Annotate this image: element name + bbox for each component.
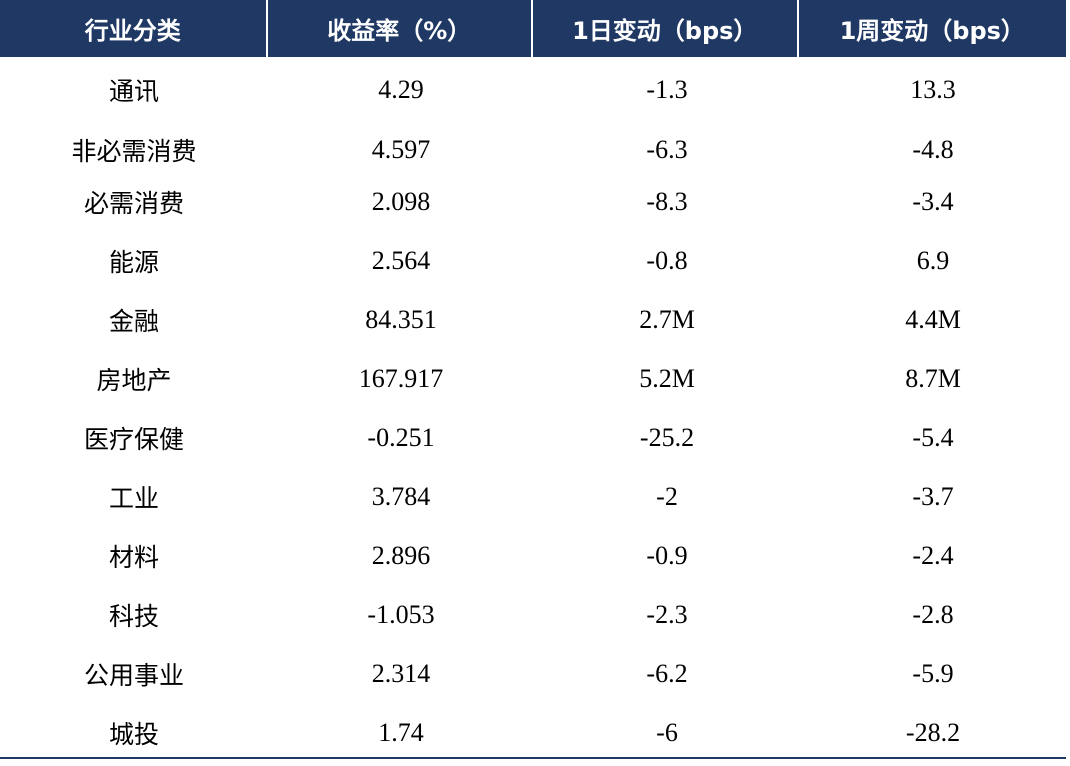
cell-week-change: 6.9 <box>916 246 950 275</box>
cell-day-change: -25.2 <box>639 423 695 452</box>
cell-industry: 金融 <box>108 307 159 336</box>
cell-industry: 必需消费 <box>83 189 184 218</box>
cell-industry: 工业 <box>108 484 159 513</box>
cell-week-change: -4.8 <box>912 134 954 164</box>
table-row: 公用事业 2.314 -6.2 -5.9 <box>0 648 1066 700</box>
table-row: 科技 -1.053 -2.3 -2.8 <box>0 582 1066 648</box>
table-row: 房地产 167.917 5.2M 8.7M <box>0 346 1066 412</box>
cell-yield: 2.314 <box>371 659 431 688</box>
cell-day-change: 5.2M <box>639 364 695 393</box>
cell-yield: 4.29 <box>378 75 424 104</box>
table-row: 医疗保健 -0.251 -25.2 -5.4 <box>0 412 1066 464</box>
cell-week-change: -3.7 <box>912 482 954 511</box>
cell-day-change: -6 <box>656 718 678 747</box>
cell-industry: 医疗保健 <box>83 425 184 454</box>
cell-week-change: -2.4 <box>912 541 954 570</box>
cell-week-change: 4.4M <box>905 305 961 334</box>
cell-yield: 4.597 <box>371 134 431 164</box>
table-row: 材料 2.896 -0.9 -2.4 <box>0 530 1066 582</box>
cell-industry: 房地产 <box>96 366 172 395</box>
cell-week-change: 13.3 <box>910 75 956 104</box>
table-row: 必需消费 2.098 -8.3 -3.4 <box>0 176 1066 228</box>
cell-yield: 2.564 <box>371 246 431 275</box>
cell-day-change: -6.2 <box>646 659 688 688</box>
cell-industry: 科技 <box>108 602 159 631</box>
cell-yield: 2.098 <box>371 187 431 216</box>
cell-day-change: -1.3 <box>646 75 688 104</box>
cell-yield: -0.251 <box>367 423 435 452</box>
table-row: 城投 1.74 -6 -28.2 <box>0 700 1066 766</box>
cell-day-change: 2.7M <box>639 305 695 334</box>
cell-day-change: -2.3 <box>646 600 688 629</box>
cell-yield: 2.896 <box>371 541 431 570</box>
table-row: 金融 84.351 2.7M 4.4M <box>0 294 1066 346</box>
cell-day-change: -8.3 <box>646 187 688 216</box>
column-header-day-change: 1日变动（bps） <box>533 0 797 57</box>
cell-yield: -1.053 <box>367 600 435 629</box>
table-header-row: 行业分类 收益率（%） 1日变动（bps） 1周变动（bps） <box>0 0 1066 57</box>
cell-day-change: -0.9 <box>646 541 688 570</box>
cell-week-change: -28.2 <box>905 718 961 747</box>
cell-yield: 3.784 <box>371 482 431 511</box>
cell-industry: 材料 <box>108 543 159 572</box>
table-row: 通讯 4.29 -1.3 13.3 <box>0 57 1066 123</box>
table-row: 工业 3.784 -2 -3.7 <box>0 464 1066 530</box>
cell-yield: 1.74 <box>378 718 424 747</box>
cell-day-change: -0.8 <box>646 246 688 275</box>
table-row: 能源 2.564 -0.8 6.9 <box>0 228 1066 294</box>
cell-week-change: 8.7M <box>905 364 961 393</box>
column-header-yield: 收益率（%） <box>267 0 531 57</box>
cell-industry: 非必需消费 <box>71 136 197 166</box>
cell-week-change: -3.4 <box>912 187 954 216</box>
column-header-industry: 行业分类 <box>0 0 266 57</box>
cell-yield: 84.351 <box>365 305 437 334</box>
table-body: 通讯 4.29 -1.3 13.3 非必需消费 4.597 -6.3 -4.8 必需消费 2.09… <box>0 57 1066 766</box>
cell-industry: 能源 <box>108 248 159 277</box>
cell-industry: 公用事业 <box>83 661 184 690</box>
column-header-week-change: 1周变动（bps） <box>798 0 1066 57</box>
cell-week-change: -5.4 <box>912 423 954 452</box>
table-bottom-rule <box>0 757 1066 759</box>
cell-industry: 通讯 <box>108 77 159 106</box>
table-row: 非必需消费 4.597 -6.3 -4.8 <box>0 123 1066 176</box>
cell-week-change: -2.8 <box>912 600 954 629</box>
cell-day-change: -6.3 <box>646 134 688 164</box>
cell-industry: 城投 <box>108 720 159 749</box>
cell-yield: 167.917 <box>358 364 444 393</box>
cell-day-change: -2 <box>656 482 678 511</box>
cell-week-change: -5.9 <box>912 659 954 688</box>
